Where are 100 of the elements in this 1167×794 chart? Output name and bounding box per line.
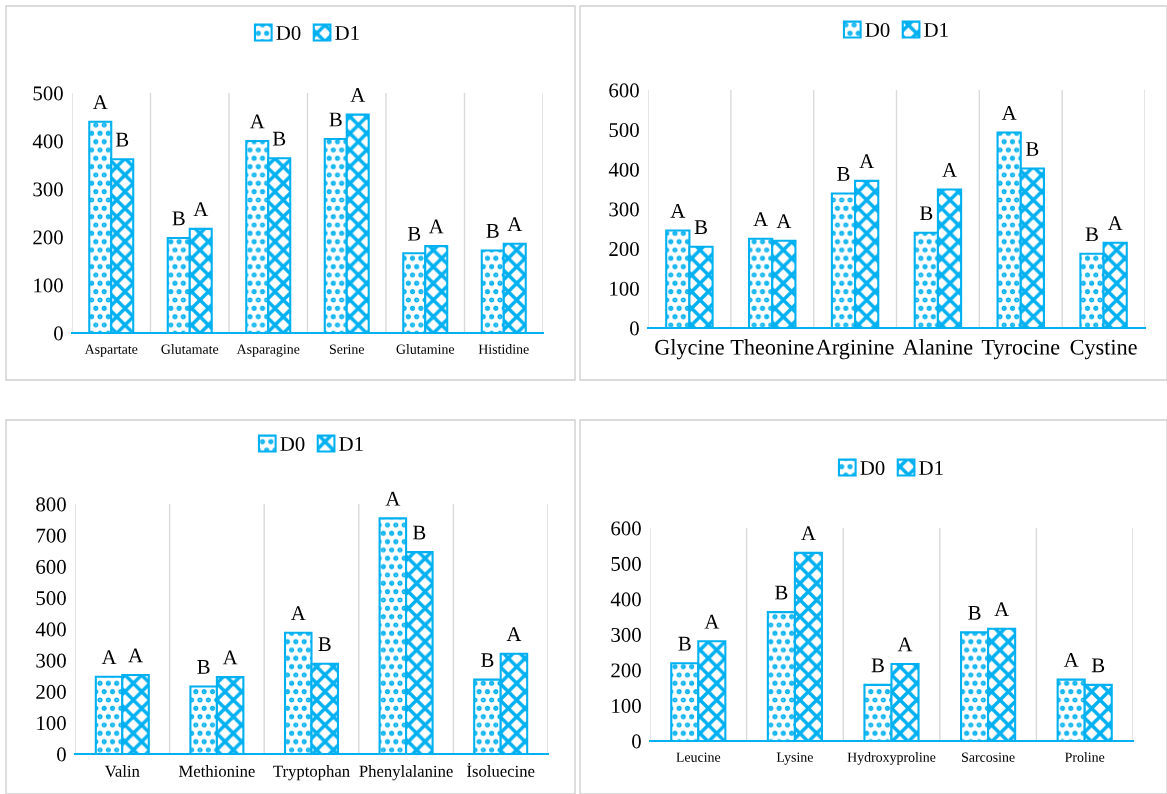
legend-label: D0 [860, 460, 885, 476]
legend-label: D1 [924, 23, 948, 37]
data-label: B [486, 224, 499, 238]
data-label: A [859, 154, 875, 169]
legend-label: D0 [280, 436, 305, 452]
y-tick-label: 100 [610, 281, 639, 296]
data-label: B [115, 132, 129, 147]
y-tick-label: 600 [609, 83, 639, 98]
y-tick-label: 0 [57, 747, 66, 762]
data-label: B [318, 637, 331, 651]
y-tick-label: 600 [611, 521, 641, 536]
y-tick-label: 400 [608, 162, 639, 177]
data-label: B [1091, 658, 1105, 673]
x-tick-label: Phenylalanine [359, 765, 453, 781]
data-label: A [507, 217, 523, 231]
x-tick-label: Histidine [478, 344, 529, 354]
y-tick-label: 300 [33, 182, 63, 197]
x-tick-label: Valin [104, 765, 140, 777]
y-tick-label: 300 [611, 627, 641, 642]
y-tick-label: 400 [35, 622, 66, 637]
y-tick-label: 0 [630, 321, 639, 336]
data-label: A [249, 114, 265, 129]
x-tick-label: Glutamate [161, 344, 219, 354]
legend-label: D1 [335, 26, 359, 40]
x-tick-label: Arginine [816, 339, 894, 360]
data-label: B [871, 658, 884, 673]
x-tick-label: Glycine [655, 339, 724, 360]
data-label: B [329, 112, 342, 127]
data-label: A [385, 491, 401, 506]
data-label: A [753, 212, 769, 226]
x-tick-label: Alanine [902, 339, 973, 355]
data-label: A [801, 526, 816, 541]
y-tick-label: 0 [54, 326, 63, 341]
y-tick-label: 400 [32, 134, 63, 149]
y-tick-label: 200 [33, 230, 63, 245]
data-label: B [272, 131, 286, 146]
y-tick-label: 200 [36, 684, 66, 699]
y-tick-label: 100 [612, 698, 641, 713]
y-tick-label: 400 [610, 592, 641, 607]
data-label: A [1107, 216, 1123, 230]
y-tick-label: 100 [37, 716, 66, 731]
x-tick-label: Aspartate [84, 344, 138, 357]
data-label: A [994, 602, 1009, 617]
data-label: B [678, 636, 691, 651]
data-label: B [197, 660, 210, 674]
y-tick-label: 200 [611, 663, 641, 678]
data-label: B [481, 653, 494, 667]
y-tick-label: 500 [36, 591, 66, 606]
x-tick-label: Glutamine [396, 344, 455, 354]
x-tick-label: Serine [329, 344, 365, 354]
legend-label: D1 [339, 437, 363, 451]
legend-label: D0 [276, 25, 301, 41]
y-tick-label: 500 [611, 556, 641, 571]
data-label: B [775, 585, 788, 600]
x-tick-label: Tryptophan [273, 765, 350, 781]
data-label: B [919, 206, 933, 221]
x-tick-label: Tyrocine [981, 339, 1060, 360]
legend-label: D0 [865, 22, 890, 38]
data-label: A [222, 650, 238, 665]
x-tick-label: Theonine [730, 339, 814, 355]
data-label: B [968, 605, 981, 620]
y-tick-label: 300 [36, 653, 66, 668]
data-label: A [350, 88, 366, 102]
data-label: B [694, 220, 707, 234]
y-tick-label: 800 [36, 497, 66, 512]
y-tick-label: 600 [36, 559, 66, 574]
y-tick-label: 500 [609, 123, 639, 138]
x-tick-label: İsoluecine [467, 762, 535, 777]
data-label: A [704, 614, 720, 629]
data-label: B [837, 167, 850, 181]
data-label: A [128, 648, 143, 663]
data-label: A [428, 219, 444, 234]
x-tick-label: Cystine [1070, 339, 1137, 360]
data-label: B [1026, 142, 1039, 156]
data-label: A [776, 214, 792, 228]
y-tick-label: 0 [632, 734, 641, 749]
x-tick-label: Leucine [676, 752, 721, 762]
x-tick-label: Proline [1065, 752, 1105, 762]
y-tick-label: 500 [33, 86, 63, 101]
data-label: A [1063, 653, 1079, 667]
data-label: A [506, 627, 522, 641]
data-label: B [1085, 227, 1098, 242]
y-tick-label: 100 [34, 278, 63, 293]
data-label: B [172, 211, 185, 226]
x-tick-label: Lysine [776, 752, 813, 765]
x-tick-label: Asparagine [236, 344, 300, 357]
legend-label: D1 [919, 461, 943, 475]
data-label: A [290, 606, 306, 620]
data-label: B [407, 226, 421, 241]
data-label: A [193, 202, 209, 217]
data-label: A [897, 637, 913, 652]
x-tick-label: Hydroxyproline [847, 752, 936, 765]
y-tick-label: 300 [609, 202, 639, 217]
data-label: A [942, 163, 957, 177]
data-label: A [92, 95, 108, 110]
data-label: A [670, 203, 686, 218]
data-label: A [101, 650, 117, 665]
data-label: B [412, 525, 426, 540]
y-tick-label: 200 [609, 242, 639, 257]
x-tick-label: Methionine [178, 765, 255, 777]
